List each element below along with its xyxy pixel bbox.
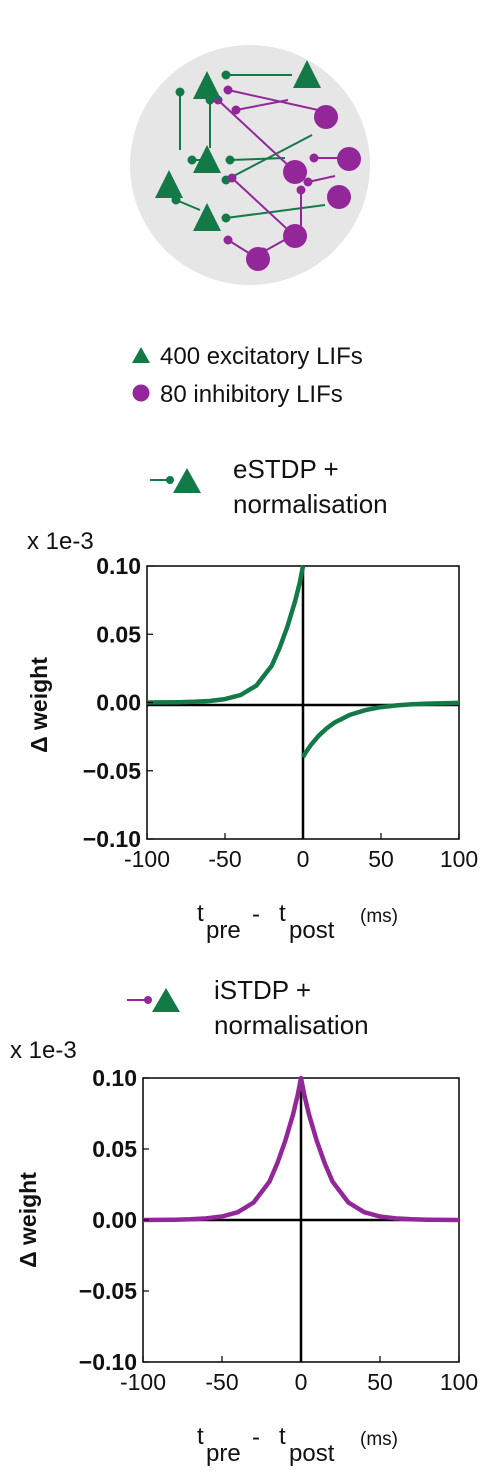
istdp-rule-title-line1: iSTDP + [214,975,311,1005]
istdp-ylabel: Δ weight [15,1172,41,1268]
excitatory-legend-label: 400 excitatory LIFs [160,343,363,370]
estdp-xtick-label: 50 [368,846,394,872]
istdp-ytick-label: 0.00 [92,1207,137,1233]
network-diagram [130,45,370,285]
istdp-xlabel-minus: - [252,1424,260,1451]
excitatory-neurons [155,60,321,231]
istdp-ytick-label: 0.05 [92,1136,137,1162]
estdp-xlabel-pre: pre [206,917,241,944]
estdp-ytick-label: 0.05 [96,621,141,647]
estdp-rule-title-line1: eSTDP + [233,454,339,484]
istdp-ytick-label: −0.10 [79,1349,137,1375]
istdp-xtick-label: 50 [367,1369,393,1395]
estdp-xtick-label: -50 [208,846,241,872]
estdp-ytick-label: −0.10 [83,826,141,852]
istdp-synapse-icon [127,988,180,1012]
network-background-disc [130,45,370,285]
istdp-xlabel-t2: t [279,1423,286,1450]
istdp-xlabel-pre: pre [206,1440,241,1467]
estdp-ytick-label: −0.05 [83,758,141,784]
estdp-ytick-label: 0.10 [96,553,141,579]
istdp-xlabel: t pre - t post (ms) [197,1423,398,1467]
istdp-xtick-label: -50 [205,1369,238,1395]
estdp-synapse-icon [150,468,201,493]
istdp-xtick-label: -100 [120,1369,166,1395]
istdp-ticks: -100 -50 0 50 100 0.10 0.05 0.00 −0.05 −0.10 [79,1065,478,1395]
inhibitory-legend-label: 80 inhibitory LIFs [160,381,343,408]
estdp-xlabel-post: post [289,917,335,944]
estdp-xlabel-t2: t [279,900,286,927]
excitatory-legend-marker [132,347,150,363]
inhibitory-neurons [246,105,361,271]
estdp-xlabel-t1: t [197,900,204,927]
istdp-xlabel-post: post [289,1440,335,1467]
istdp-series-line-0 [142,1075,460,1223]
estdp-xlabel-units: (ms) [360,906,398,927]
estdp-xtick-label: -100 [124,846,170,872]
estdp-scale-label: x 1e-3 [27,528,94,555]
estdp-curves [146,565,460,759]
estdp-series-line-0 [146,565,306,705]
istdp-ytick-label: −0.05 [79,1278,137,1304]
istdp-scale-label: x 1e-3 [10,1037,77,1064]
estdp-ticks: -100 -50 0 50 100 0.10 0.05 0.00 −0.05 −0.10 [83,553,478,872]
estdp-panel: eSTDP + normalisation x 1e-3 -100 -50 0 50 1… [26,454,478,944]
istdp-xlabel-t1: t [197,1423,204,1450]
estdp-xlabel: t pre - t post (ms) [197,900,398,944]
estdp-xlabel-minus: - [252,901,260,928]
estdp-xtick-label: 0 [297,846,310,872]
estdp-xtick-label: 100 [440,846,478,872]
neuron-legend: 400 excitatory LIFs 80 inhibitory LIFs [132,343,363,408]
inhibitory-legend-marker [132,384,150,402]
estdp-rule-title-line2: normalisation [233,489,388,519]
istdp-panel: iSTDP + normalisation x 1e-3 -100 -50 0 50 1… [10,975,478,1467]
estdp-ylabel: Δ weight [26,657,52,753]
istdp-ytick-label: 0.10 [92,1065,137,1091]
estdp-series-line-1 [301,700,460,759]
istdp-xtick-label: 0 [295,1369,308,1395]
istdp-xtick-label: 100 [440,1369,478,1395]
istdp-xlabel-units: (ms) [360,1429,398,1450]
istdp-curves [142,1075,460,1223]
estdp-ytick-label: 0.00 [96,690,141,716]
istdp-rule-title-line2: normalisation [214,1010,369,1040]
